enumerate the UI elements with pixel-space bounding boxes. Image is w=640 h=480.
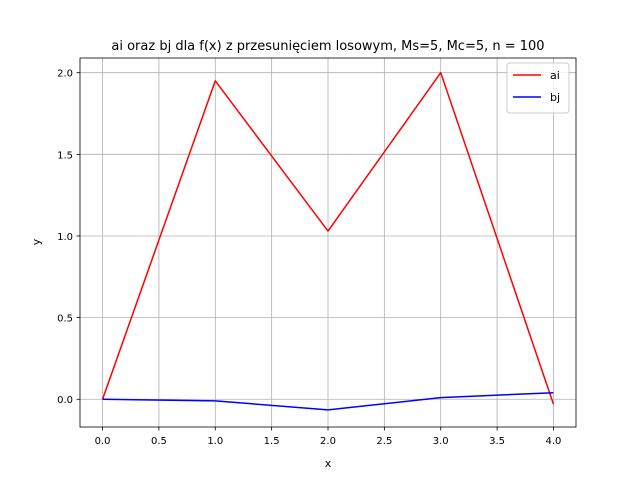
- x-tick-label: 2.0: [320, 436, 336, 447]
- x-tick-label: 1.0: [207, 436, 223, 447]
- x-tick-label: 3.5: [489, 436, 505, 447]
- y-tick-label: 1.0: [57, 232, 73, 243]
- y-tick-label: 1.5: [57, 150, 73, 161]
- chart-title: ai oraz bj dla f(x) z przesunięciem loso…: [111, 39, 544, 54]
- y-axis-ticks: 0.0 0.5 1.0 1.5 2.0: [57, 69, 80, 406]
- y-axis-label: y: [30, 238, 43, 245]
- x-tick-label: 3.0: [433, 436, 449, 447]
- series-layer: [101, 71, 555, 411]
- x-tick-label: 0.5: [151, 436, 167, 447]
- x-tick-label: 0.0: [95, 436, 111, 447]
- x-tick-label: 2.5: [376, 436, 392, 447]
- x-axis-ticks: 0.0 0.5 1.0 1.5 2.0 2.5 3.0 3.5 4.0: [95, 427, 562, 447]
- x-axis-label: x: [325, 457, 332, 470]
- series-line-bj: [102, 391, 554, 411]
- y-tick-label: 0.0: [57, 395, 73, 406]
- y-tick-label: 2.0: [57, 69, 73, 80]
- x-tick-label: 4.0: [546, 436, 562, 447]
- series-line-ai: [101, 71, 555, 405]
- grid: [80, 58, 576, 427]
- legend: ai bj: [506, 62, 570, 114]
- x-tick-label: 1.5: [264, 436, 280, 447]
- legend-label-ai: ai: [550, 69, 560, 82]
- y-tick-label: 0.5: [57, 314, 73, 325]
- legend-label-bj: bj: [550, 91, 560, 104]
